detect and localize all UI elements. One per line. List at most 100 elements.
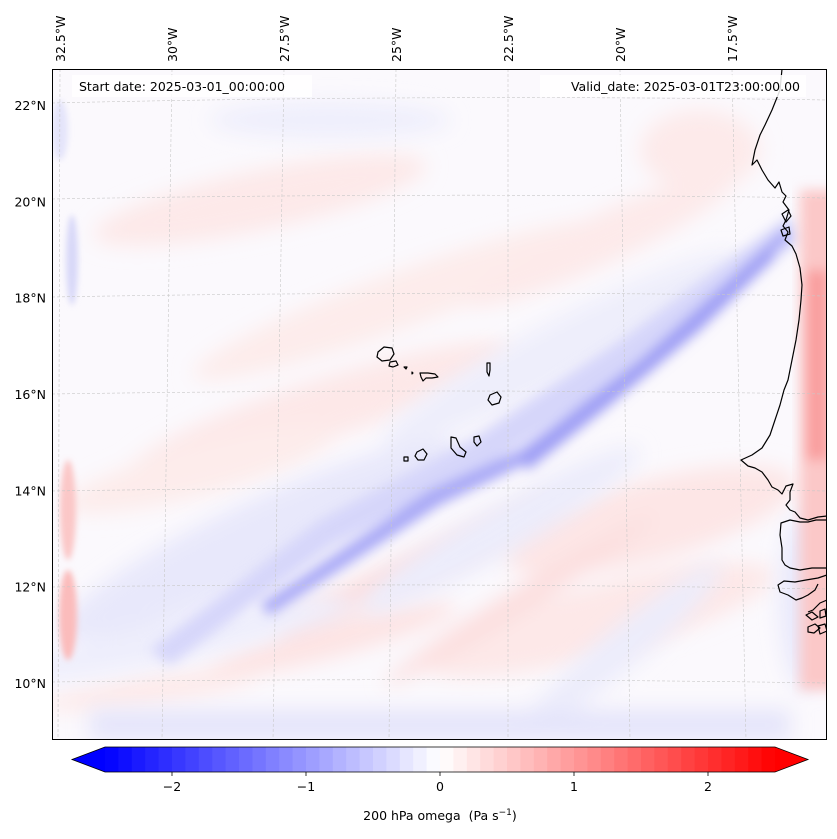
colorbar-variable: 200 hPa omega bbox=[363, 808, 460, 823]
lat-tick-label: 18°N bbox=[14, 291, 46, 306]
colorbar-bin bbox=[533, 747, 548, 772]
colorbar-bin bbox=[413, 747, 428, 772]
colorbar-bin bbox=[131, 747, 146, 772]
gridline-lon bbox=[388, 69, 397, 740]
colorbar-bin bbox=[359, 747, 374, 772]
colorbar-bin bbox=[587, 747, 602, 772]
lon-tick-label: 32.5°W bbox=[53, 16, 68, 62]
gridline-lon bbox=[161, 69, 173, 740]
coastal-ascent-band bbox=[800, 190, 827, 690]
colorbar-bin bbox=[386, 747, 401, 772]
map-frame bbox=[52, 69, 827, 740]
colorbar-units-close: ) bbox=[512, 808, 517, 823]
banc-arguin-islet bbox=[781, 209, 792, 223]
guinea-coast bbox=[807, 599, 827, 613]
lon-tick-label: 17.5°W bbox=[725, 16, 740, 62]
colorbar-bin bbox=[667, 747, 682, 772]
island-santo-antao bbox=[376, 346, 395, 362]
island-fogo bbox=[414, 448, 428, 461]
colorbar-bin bbox=[265, 747, 280, 772]
island-santiago bbox=[450, 436, 467, 458]
colorbar-bin bbox=[212, 747, 227, 772]
colorbar-units-exponent: −1 bbox=[499, 808, 512, 818]
colorbar-tick-label: 1 bbox=[570, 779, 578, 794]
banc-arguin-islet bbox=[780, 226, 791, 237]
colorbar-bin bbox=[547, 747, 562, 772]
gridline-lat bbox=[52, 194, 827, 200]
gridline-lon bbox=[619, 69, 631, 740]
gridline-lat bbox=[52, 584, 827, 590]
colorbar-bin bbox=[332, 747, 347, 772]
colorbar-bin bbox=[373, 747, 387, 772]
colorbar-bin bbox=[426, 747, 441, 772]
colorbar-bin bbox=[185, 747, 200, 772]
lat-tick-label: 12°N bbox=[14, 580, 46, 595]
start-date-text: Start date: 2025-03-01_00:00:00 bbox=[79, 79, 285, 94]
lon-tick-label: 22.5°W bbox=[501, 16, 516, 62]
island-santa-luzia bbox=[403, 366, 408, 370]
colorbar-bin bbox=[734, 747, 749, 772]
colorbar-tick-label: 0 bbox=[436, 779, 444, 794]
negative-region bbox=[210, 102, 450, 138]
colorbar-bin bbox=[574, 747, 588, 772]
colorbar-bin bbox=[346, 747, 361, 772]
sinking-band-core bbox=[260, 228, 790, 615]
island-maio bbox=[473, 435, 482, 447]
colorbar-tick-label: −1 bbox=[297, 779, 315, 794]
colorbar-bin bbox=[306, 747, 320, 772]
bijagos-island bbox=[817, 623, 827, 635]
positive-region bbox=[193, 220, 607, 380]
colorbar-bin bbox=[118, 747, 133, 772]
gridline-lat bbox=[52, 97, 827, 104]
colorbar-bin bbox=[225, 747, 240, 772]
colorbar-bin bbox=[721, 747, 736, 772]
colorbar-bin bbox=[198, 747, 213, 772]
lat-tick-label: 16°N bbox=[14, 387, 46, 402]
sinking-band-outer bbox=[150, 215, 800, 665]
colorbar-ticks: −2 −1 0 1 2 bbox=[163, 772, 712, 794]
colorbar-bin bbox=[252, 747, 267, 772]
colorbar-tick-label: 2 bbox=[704, 779, 712, 794]
valid-date-text: Valid_date: 2025-03-01T23:00:00.00 bbox=[571, 79, 800, 94]
colorbar-units: (Pa s bbox=[469, 808, 499, 823]
lon-tick-label: 25°W bbox=[389, 27, 404, 62]
coastal-ascent-core bbox=[806, 270, 827, 460]
positive-region bbox=[52, 669, 259, 711]
colorbar-bin bbox=[641, 747, 655, 772]
lat-tick-labels: 22°N 20°N 18°N 16°N 14°N 12°N 10°N bbox=[14, 98, 46, 691]
colorbar-bin bbox=[507, 747, 521, 772]
map-panel: Start date: 2025-03-01_00:00:00 Valid_da… bbox=[52, 69, 827, 740]
colorbar: −2 −1 0 1 2 200 hPa omega (Pa s−1) bbox=[70, 746, 810, 823]
lon-tick-label: 30°W bbox=[165, 27, 180, 62]
positive-region bbox=[640, 110, 760, 190]
colorbar-bin bbox=[399, 747, 414, 772]
gridline-lon bbox=[57, 69, 61, 740]
gridline-lon bbox=[272, 69, 285, 740]
colorbar-outline bbox=[70, 746, 810, 773]
negative-region bbox=[59, 440, 461, 640]
island-boa-vista bbox=[487, 391, 502, 406]
colorbar-bin bbox=[627, 747, 642, 772]
coastlines bbox=[376, 69, 827, 635]
colorbar-bin bbox=[480, 747, 495, 772]
positive-region bbox=[463, 172, 737, 308]
colorbar-tick-label: −2 bbox=[163, 779, 181, 794]
colorbar-extend-under bbox=[72, 747, 105, 772]
start-date-background bbox=[72, 75, 312, 97]
omega-field bbox=[52, 100, 827, 740]
lat-tick-label: 10°N bbox=[14, 676, 46, 691]
west-negative bbox=[66, 215, 78, 305]
lat-tick-label: 20°N bbox=[14, 194, 46, 209]
gridline-lat bbox=[52, 679, 827, 684]
sinking-band bbox=[150, 215, 800, 665]
colorbar-bin bbox=[105, 747, 119, 772]
colorbar-bin bbox=[748, 747, 763, 772]
gridline-lat bbox=[52, 487, 827, 492]
island-sal bbox=[486, 362, 491, 377]
colorbar-bins bbox=[105, 747, 776, 772]
positive-region bbox=[384, 514, 656, 686]
island-sao-nicolau bbox=[419, 372, 439, 382]
lat-tick-label: 22°N bbox=[14, 98, 46, 113]
gridline-lon bbox=[731, 69, 747, 740]
